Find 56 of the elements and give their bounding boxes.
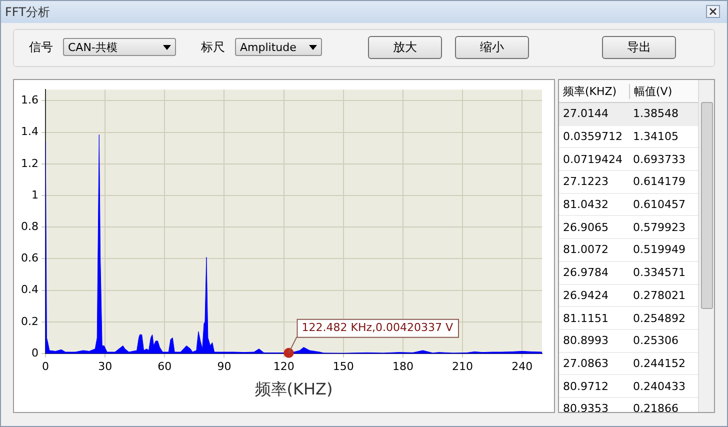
x-tick-label: 240 (512, 360, 533, 374)
text: CAN-共模 (68, 40, 118, 54)
data-label: 0.334571 (633, 266, 686, 280)
data-label: 0.25306 (633, 334, 680, 348)
text: 缩小 (455, 36, 529, 59)
category-label: 27.0144 (562, 107, 610, 120)
x-tick-label: 150 (332, 360, 354, 374)
category-label: 26.9065 (562, 220, 610, 234)
data-label: 0.610457 (633, 198, 686, 212)
data-label: 0.519949 (633, 243, 686, 256)
category-label: 27.0863 (562, 356, 610, 370)
annotation: 122.482 KHz,0.00420337 V (302, 320, 454, 334)
category-label: 80.8993 (562, 334, 610, 348)
text: 导出 (602, 36, 676, 59)
data-label: 0.254892 (633, 312, 686, 325)
category-label: 81.0432 (562, 198, 610, 212)
data-label: 0.693733 (633, 152, 686, 166)
category-label: 81.1151 (562, 312, 610, 325)
y-tick-label: 0.6 (20, 252, 38, 265)
y-tick-label: 0.8 (20, 220, 38, 233)
text: 标尺 (201, 39, 225, 56)
data-label: 0.240433 (633, 380, 686, 393)
x-tick-label: 180 (392, 360, 414, 374)
x-tick-label: 30 (98, 360, 112, 374)
x-axis-title: 频率(KHZ) (254, 380, 333, 399)
category-label: 81.0072 (562, 243, 610, 256)
category-label: 26.9784 (562, 266, 610, 280)
text: Amplitude (240, 40, 296, 54)
data-label: 0.614179 (633, 175, 686, 188)
data-label: 0.579923 (633, 220, 686, 234)
chart-title: FFT分析 (5, 4, 50, 20)
category-label: 0.0359712 (562, 130, 624, 144)
category-label: 26.9424 (562, 288, 610, 302)
x-tick-label: 90 (217, 360, 232, 374)
y-tick-label: 0.4 (20, 283, 38, 296)
y-tick-label: 0 (31, 346, 38, 360)
x-tick-label: 0 (42, 360, 49, 374)
y-tick-label: 1.6 (20, 94, 38, 107)
data-label: 0.278021 (633, 288, 686, 302)
text: 幅值(V) (633, 84, 674, 98)
category-label: 27.1223 (562, 175, 610, 188)
x-tick-label: 120 (273, 360, 294, 374)
text: 频率(KHZ) (559, 84, 630, 98)
y-tick-label: 0.2 (20, 314, 38, 328)
text: 放大 (368, 36, 442, 59)
data-label: 1.38548 (633, 107, 680, 120)
data-label: 1.34105 (633, 130, 680, 144)
category-label: 80.9712 (562, 380, 610, 393)
y-tick-label: 1.2 (20, 156, 38, 170)
data-label: 0.244152 (633, 356, 686, 370)
text: 信号 (29, 39, 53, 56)
y-tick-label: 1 (31, 188, 38, 202)
category-label: 0.0719424 (562, 152, 624, 166)
x-tick-label: 60 (158, 360, 172, 374)
x-tick-label: 210 (452, 360, 474, 374)
y-tick-label: 1.4 (20, 125, 38, 138)
